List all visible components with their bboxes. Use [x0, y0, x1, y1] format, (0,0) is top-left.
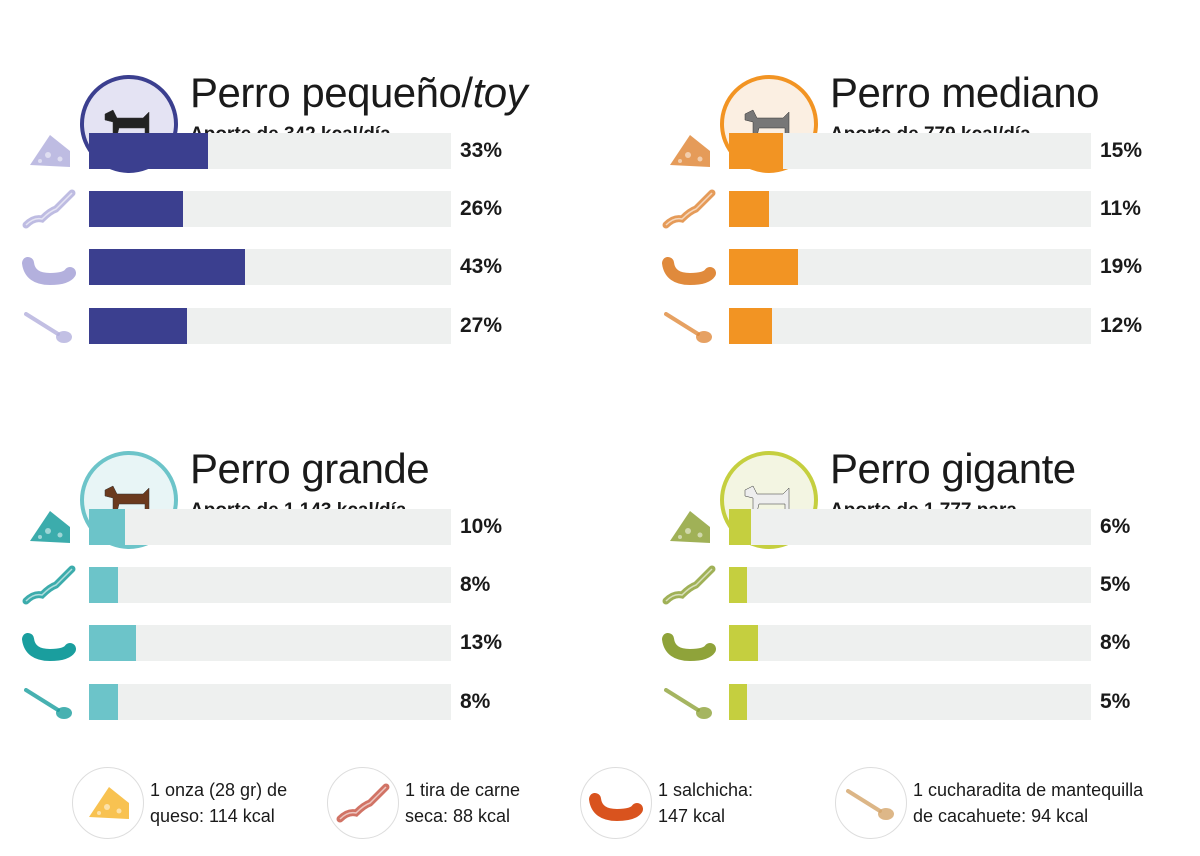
- bar-value-label: 19%: [1100, 255, 1143, 278]
- bar: [89, 249, 245, 285]
- bar-row: 5%: [660, 684, 1200, 720]
- sausage-icon: [20, 245, 78, 289]
- bar-value-label: 15%: [1100, 139, 1143, 162]
- bar-track: [89, 191, 451, 227]
- bar-track: [729, 308, 1091, 344]
- bar: [89, 684, 118, 720]
- spoon-icon: [835, 767, 907, 839]
- bar-row: 6%: [660, 509, 1200, 545]
- bar-row: 26%: [20, 189, 580, 229]
- bar-value-label: 8%: [1100, 631, 1131, 654]
- bar-value-label: 27%: [460, 314, 503, 337]
- bar-track: [729, 133, 1091, 169]
- bar-value-label: 13%: [460, 631, 503, 654]
- bar: [729, 625, 758, 661]
- sausage-icon: [660, 245, 718, 289]
- cheese-icon: [660, 129, 718, 173]
- bar-value-label: 12%: [1100, 314, 1143, 337]
- spoon-icon: [660, 680, 718, 724]
- bar-track: [729, 191, 1091, 227]
- panel-title: Perro gigante: [830, 445, 1076, 492]
- bar-track: [89, 133, 451, 169]
- cheese-icon: [20, 129, 78, 173]
- bacon-icon: [660, 187, 718, 231]
- bar-row: 8%: [20, 684, 580, 720]
- bar: [89, 191, 184, 227]
- dog-panel: Perro giganteAporte de 1.777 paraun perr…: [660, 445, 1200, 856]
- bar-row: 10%: [20, 509, 580, 545]
- bar-row: 8%: [660, 625, 1200, 662]
- bar: [729, 509, 751, 545]
- legend-text: 1 cucharadita de mantequilla de cacahuete…: [913, 780, 1144, 826]
- bar-value-label: 5%: [1100, 573, 1131, 596]
- panel-title: Perro grande: [190, 445, 430, 492]
- bar-value-label: 5%: [1100, 690, 1131, 713]
- panel-title: Perro pequeño/toy: [190, 69, 528, 116]
- dog-panel: Perro pequeño/toyAporte de 342 kcal/díap…: [20, 69, 580, 483]
- bar-value-label: 11%: [1100, 197, 1141, 220]
- bar: [89, 308, 187, 344]
- bar-row: 33%: [20, 133, 580, 169]
- bar-track: [89, 684, 451, 720]
- cheese-icon: [660, 505, 718, 549]
- bar-track: [729, 249, 1091, 285]
- bar-track: [729, 509, 1091, 545]
- bar-value-label: 43%: [460, 255, 503, 278]
- bar-track: [729, 567, 1091, 603]
- bar-value-label: 33%: [460, 139, 503, 162]
- bar: [89, 509, 126, 545]
- bar-value-label: 8%: [460, 573, 491, 596]
- cheese-icon: [72, 767, 144, 839]
- cheese-icon: [20, 505, 78, 549]
- bar-track: [89, 509, 451, 545]
- bar-track: [89, 249, 451, 285]
- bar-track: [89, 625, 451, 661]
- sausage-icon: [20, 621, 78, 665]
- bar: [729, 249, 798, 285]
- bar-track: [729, 625, 1091, 661]
- bar: [729, 567, 748, 603]
- bacon-icon: [327, 767, 399, 839]
- bar: [89, 133, 209, 169]
- bar-row: 12%: [660, 308, 1200, 344]
- bar-row: 15%: [660, 133, 1200, 169]
- bacon-icon: [660, 563, 718, 607]
- bar-row: 19%: [660, 249, 1200, 286]
- bar-track: [729, 684, 1091, 720]
- bacon-icon: [20, 187, 78, 231]
- bar: [729, 308, 773, 344]
- bar-row: 43%: [20, 249, 580, 286]
- dog-panel: Perro medianoAporte de 779 kcal/díapara …: [660, 69, 1200, 483]
- bar-row: 11%: [660, 189, 1200, 229]
- bar-track: [89, 308, 451, 344]
- legend-text: 1 onza (28 gr) de queso: 114 kcal: [150, 780, 288, 826]
- bar-row: 5%: [660, 565, 1200, 605]
- bar-row: 8%: [20, 565, 580, 605]
- bar-value-label: 8%: [460, 690, 491, 713]
- bar-value-label: 6%: [1100, 515, 1131, 538]
- bar-value-label: 26%: [460, 197, 503, 220]
- bar-row: 13%: [20, 625, 580, 662]
- bar-row: 27%: [20, 308, 580, 344]
- bar: [729, 133, 784, 169]
- sausage-icon: [660, 621, 718, 665]
- bar: [729, 191, 769, 227]
- panel-title: Perro mediano: [830, 69, 1099, 116]
- legend-text: 1 salchicha: 147 kcal: [658, 780, 754, 826]
- bar: [89, 625, 137, 661]
- bar: [729, 684, 748, 720]
- bacon-icon: [20, 563, 78, 607]
- spoon-icon: [20, 680, 78, 724]
- spoon-icon: [20, 304, 78, 348]
- dog-panel: Perro grandeAporte de 1.143 kcal/díapara…: [20, 445, 580, 856]
- bar: [89, 567, 118, 603]
- bar-track: [89, 567, 451, 603]
- bar-value-label: 10%: [460, 515, 503, 538]
- sausage-icon: [580, 767, 652, 839]
- legend-text: 1 tira de carne seca: 88 kcal: [405, 780, 521, 826]
- spoon-icon: [660, 304, 718, 348]
